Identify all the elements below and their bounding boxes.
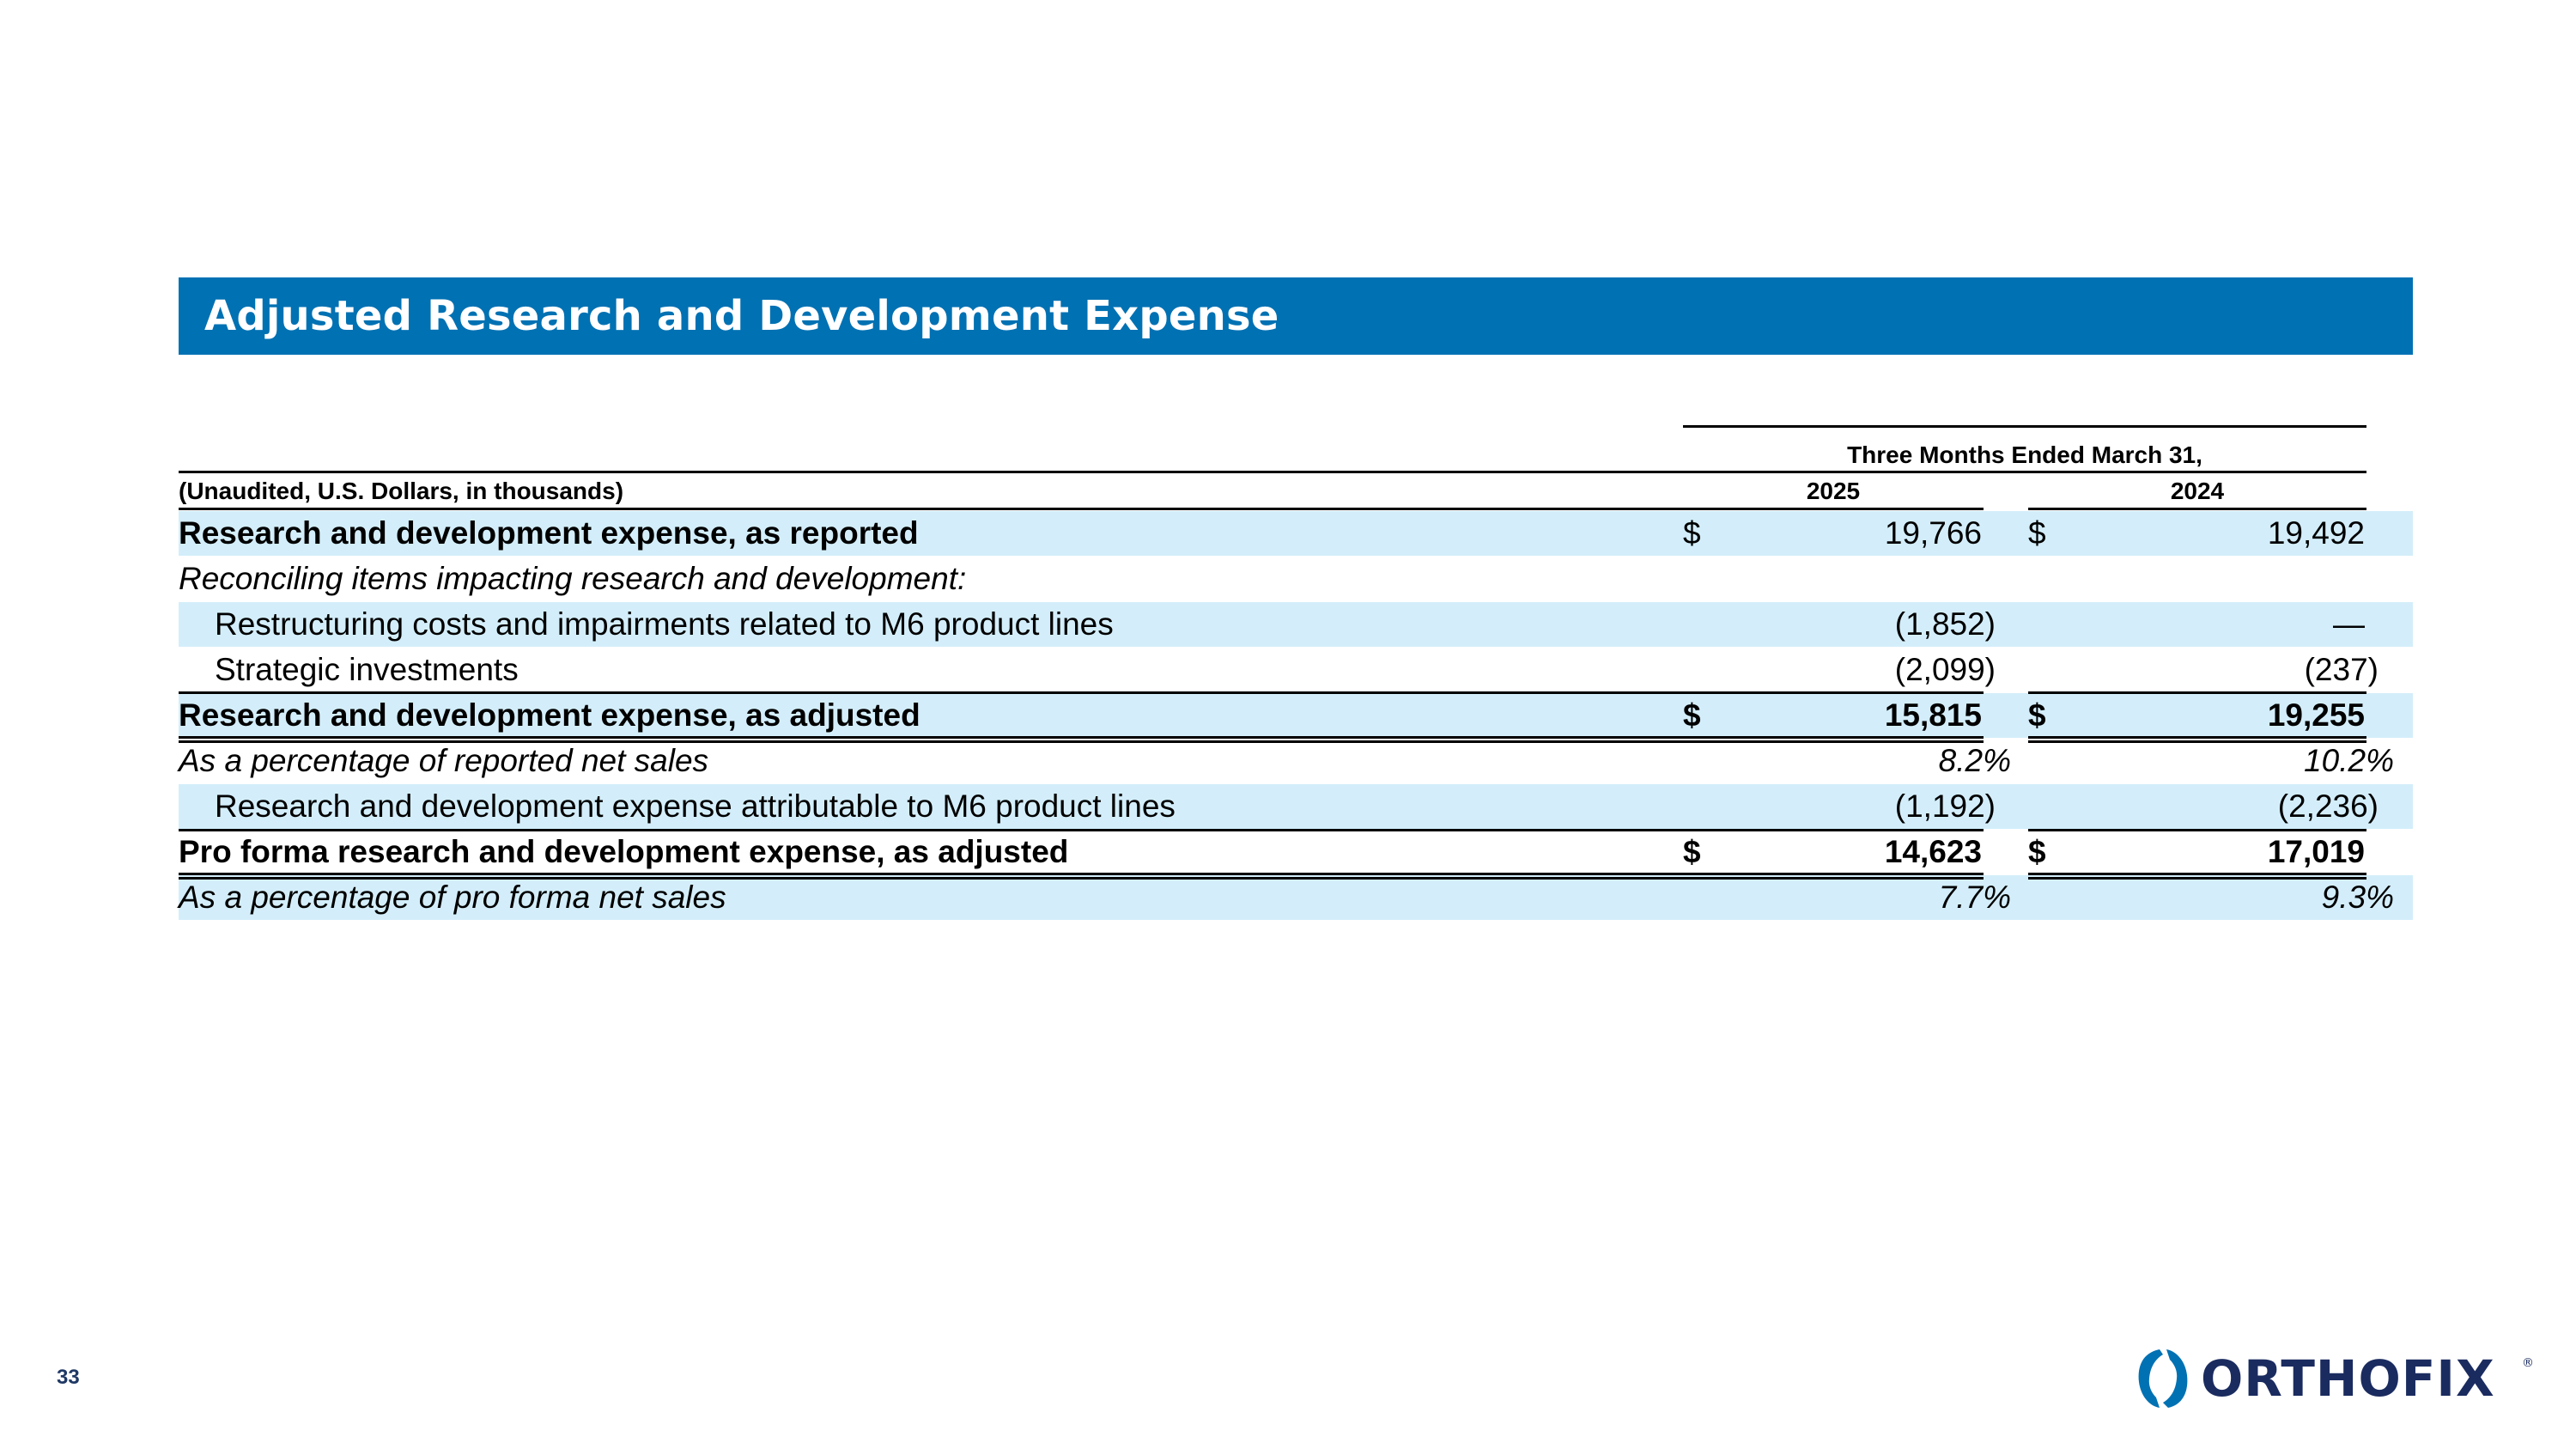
total-double-rule-left-bottom	[179, 740, 1984, 743]
row-label: Research and development expense, as adj…	[179, 697, 920, 733]
title-bar: Adjusted Research and Development Expens…	[179, 277, 2413, 355]
total-double-rule-right-bottom	[2028, 740, 2366, 743]
value-2024: 10.2%	[2304, 743, 2394, 778]
row-band	[179, 875, 2413, 920]
row-label: Research and development expense, as rep…	[179, 515, 919, 551]
value-2024: (237)	[2304, 652, 2379, 687]
row-band	[179, 693, 2413, 738]
row-label: Strategic investments	[215, 652, 519, 687]
currency-symbol: $	[1683, 834, 1701, 869]
orthofix-logo-mark-icon	[2138, 1349, 2188, 1408]
row-label: As a percentage of pro forma net sales	[179, 880, 726, 915]
subtotal-rule-right	[2028, 829, 2366, 831]
orthofix-logo: ORTHOFIX ®	[2138, 1349, 2534, 1408]
column-header-2025: 2025	[1806, 478, 1861, 504]
value-2025: (1,852)	[1894, 606, 1996, 642]
currency-symbol: $	[1683, 515, 1701, 551]
total-double-rule-left-bottom	[179, 877, 1984, 880]
value-2025: 14,623	[1884, 834, 1982, 869]
row-band	[179, 602, 2413, 647]
row-band	[179, 511, 2413, 556]
currency-symbol: $	[2028, 834, 2046, 869]
currency-symbol: $	[2028, 515, 2046, 551]
value-2024: 9.3%	[2321, 880, 2394, 915]
value-2024: —	[2333, 606, 2365, 642]
header-bottom-rule-left	[179, 508, 1984, 510]
page-number: 33	[57, 1366, 80, 1389]
value-2025: 15,815	[1884, 697, 1982, 733]
total-double-rule-left-top	[179, 736, 1984, 739]
period-header: Three Months Ended March 31,	[1847, 441, 2202, 468]
value-2025: 8.2%	[1938, 743, 2011, 778]
header-mid-rule	[179, 471, 2366, 473]
value-2025: (1,192)	[1894, 788, 1996, 824]
value-2024: 19,255	[2267, 697, 2365, 733]
row-label: Pro forma research and development expen…	[179, 834, 1069, 869]
registered-mark: ®	[2522, 1356, 2534, 1370]
currency-symbol: $	[1683, 697, 1701, 733]
row-label: As a percentage of reported net sales	[179, 743, 709, 778]
subtotal-rule-left	[179, 691, 1984, 694]
value-2025: (2,099)	[1894, 652, 1996, 687]
total-double-rule-left-top	[179, 873, 1984, 875]
value-2025: 7.7%	[1938, 880, 2011, 915]
row-label: Research and development expense attribu…	[215, 788, 1176, 824]
units-label: (Unaudited, U.S. Dollars, in thousands)	[179, 478, 624, 504]
column-header-2024: 2024	[2170, 478, 2225, 504]
value-2024: (2,236)	[2277, 788, 2379, 824]
value-2025: 19,766	[1884, 515, 1982, 551]
row-label: Restructuring costs and impairments rela…	[215, 606, 1114, 642]
header-top-rule	[1683, 425, 2366, 428]
total-double-rule-right-top	[2028, 873, 2366, 875]
subtotal-rule-right	[2028, 691, 2366, 694]
value-2024: 17,019	[2267, 834, 2365, 869]
total-double-rule-right-top	[2028, 736, 2366, 739]
row-band	[179, 784, 2413, 829]
subtotal-rule-left	[179, 829, 1984, 831]
header-bottom-rule-right	[2028, 508, 2366, 510]
currency-symbol: $	[2028, 697, 2046, 733]
slide-title: Adjusted Research and Development Expens…	[204, 292, 1279, 340]
total-double-rule-right-bottom	[2028, 877, 2366, 880]
value-2024: 19,492	[2267, 515, 2365, 551]
row-label: Reconciling items impacting research and…	[179, 561, 967, 596]
logo-wordmark: ORTHOFIX	[2201, 1349, 2495, 1408]
